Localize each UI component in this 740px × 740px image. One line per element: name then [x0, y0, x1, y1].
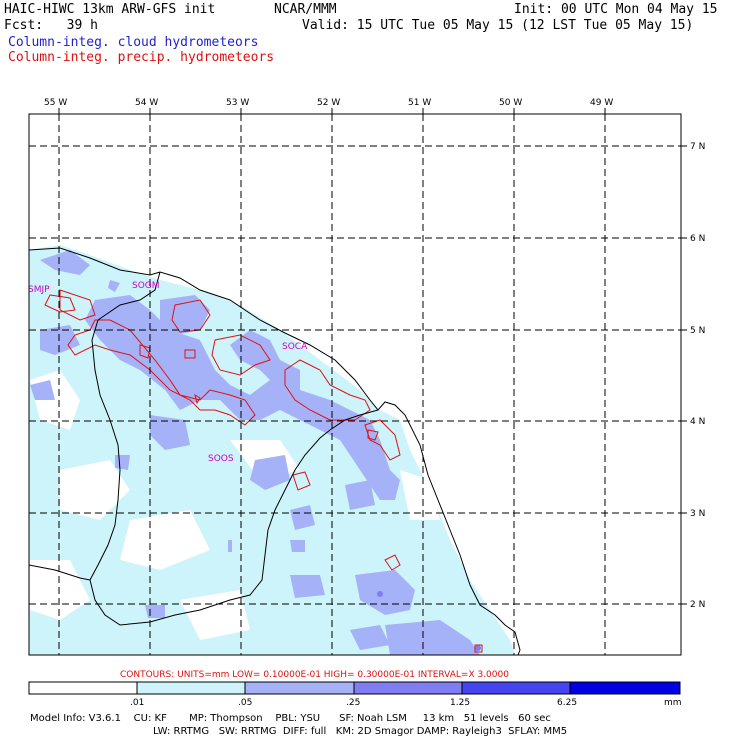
colorbar-label: .01	[130, 698, 144, 708]
cloud-shade-medium	[30, 250, 480, 655]
footer-physics-info: LW: RRTMG SW: RRTMG DIFF: full KM: 2D Sm…	[153, 726, 568, 737]
lat-label: 5 N	[690, 326, 705, 336]
lon-label: 55 W	[44, 98, 67, 108]
lon-label: 54 W	[135, 98, 158, 108]
colorbar-label: 6.25	[557, 698, 577, 708]
lat-label: 3 N	[690, 509, 705, 519]
city-label-soca: SOCA	[282, 342, 308, 352]
legend-precip: Column-integ. precip. hydrometeors	[8, 50, 275, 65]
lon-label: 52 W	[317, 98, 340, 108]
lon-label: 49 W	[590, 98, 613, 108]
lon-label: 51 W	[408, 98, 431, 108]
init-time: Init: 00 UTC Mon 04 May 15	[514, 2, 718, 17]
colorbar-units: mm	[664, 698, 682, 708]
contour-note: CONTOURS: UNITS=mm LOW= 0.10000E-01 HIGH…	[120, 670, 509, 680]
lat-label: 7 N	[690, 142, 705, 152]
lon-label: 53 W	[226, 98, 249, 108]
city-label-sogm: SOGM	[132, 281, 160, 291]
colorbar-label: .25	[346, 698, 360, 708]
precip-contours	[44, 289, 483, 653]
legend-cloud: Column-integ. cloud hydrometeors	[8, 35, 259, 50]
coastline	[29, 247, 521, 655]
colorbar-label: .05	[238, 698, 252, 708]
footer-model-info: Model Info: V3.6.1 CU: KF MP: Thompson P…	[30, 713, 551, 724]
model-title: HAIC-HIWC 13km ARW-GFS init	[4, 2, 216, 17]
colorbar	[28, 681, 681, 695]
colorbar-label: 1.25	[450, 698, 470, 708]
city-label-smjp: SMJP	[28, 285, 50, 295]
lat-label: 6 N	[690, 234, 705, 244]
latlon-grid	[29, 114, 681, 655]
forecast-hour: Fcst: 39 h	[4, 18, 98, 33]
city-label-soos: SOOS	[208, 454, 234, 464]
map-frame	[28, 113, 682, 656]
org-label: NCAR/MMM	[274, 2, 337, 17]
lat-label: 2 N	[690, 600, 705, 610]
valid-time: Valid: 15 UTC Tue 05 May 15 (12 LST Tue …	[302, 18, 694, 33]
lat-label: 4 N	[690, 417, 705, 427]
lon-label: 50 W	[499, 98, 522, 108]
